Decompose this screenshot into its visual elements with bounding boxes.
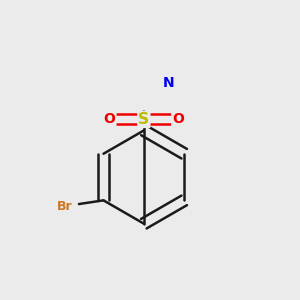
Text: N: N <box>163 76 174 90</box>
Text: O: O <box>172 112 184 126</box>
Text: O: O <box>103 112 116 126</box>
Text: S: S <box>138 112 149 127</box>
Text: Br: Br <box>56 200 72 213</box>
